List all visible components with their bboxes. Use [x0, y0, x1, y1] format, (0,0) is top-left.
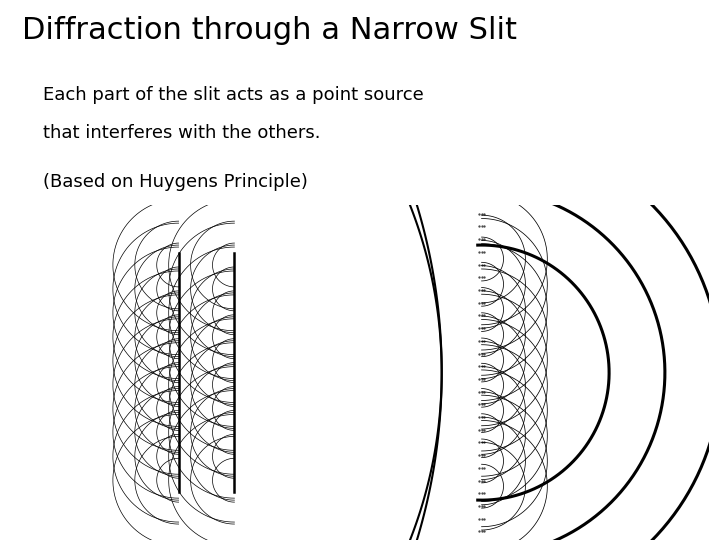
Text: that interferes with the others.: that interferes with the others. [43, 124, 320, 142]
Text: (Based on Huygens Principle): (Based on Huygens Principle) [43, 173, 308, 191]
Text: Diffraction through a Narrow Slit: Diffraction through a Narrow Slit [22, 16, 517, 45]
Text: Each part of the slit acts as a point source: Each part of the slit acts as a point so… [43, 86, 424, 104]
